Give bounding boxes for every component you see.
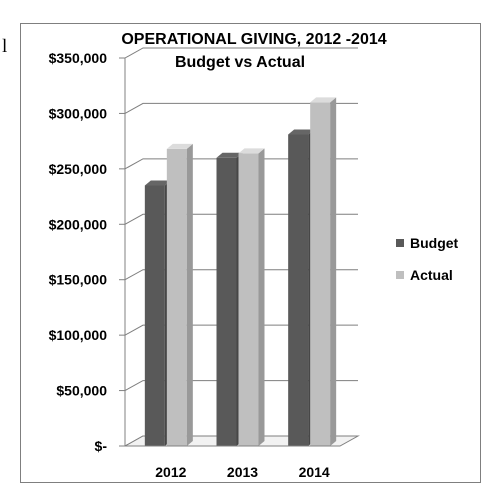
y-tick-label: $350,000 bbox=[49, 50, 108, 66]
x-tick-labels: 2012 2013 2014 bbox=[155, 464, 330, 480]
x-tick-label: 2013 bbox=[227, 464, 258, 480]
gridline bbox=[124, 269, 358, 281]
y-tick-label: $- bbox=[95, 438, 108, 454]
gridline bbox=[124, 102, 358, 114]
legend-label: Budget bbox=[410, 235, 459, 251]
y-tick-label: $150,000 bbox=[49, 272, 108, 288]
gridline bbox=[124, 324, 358, 336]
gridline bbox=[124, 158, 358, 170]
bar-actual-2013 bbox=[238, 148, 265, 446]
chart-title: OPERATIONAL GIVING, 2012 -2014 bbox=[121, 31, 386, 48]
y-tick-label: $200,000 bbox=[49, 216, 108, 232]
bar-actual-2014 bbox=[310, 97, 337, 446]
chart-subtitle: Budget vs Actual bbox=[175, 54, 305, 71]
legend: Budget Actual bbox=[396, 235, 459, 283]
axes bbox=[119, 57, 340, 447]
legend-swatch bbox=[396, 239, 404, 247]
legend-label: Actual bbox=[410, 267, 453, 283]
bars bbox=[144, 97, 337, 446]
y-tick-label: $300,000 bbox=[49, 105, 108, 121]
y-tick-label: $50,000 bbox=[56, 383, 107, 399]
gridline bbox=[124, 47, 358, 59]
x-tick-label: 2012 bbox=[155, 464, 186, 480]
y-tick-label: $100,000 bbox=[49, 327, 108, 343]
cropped-text-fragment: l bbox=[2, 36, 8, 57]
legend-item-actual: Actual bbox=[396, 267, 453, 283]
y-tick-labels: $- $50,000 $100,000 $150,000 $200,000 $250,00… bbox=[49, 50, 108, 454]
legend-swatch bbox=[396, 271, 404, 279]
x-tick-label: 2014 bbox=[299, 464, 330, 480]
bar-actual-2012 bbox=[166, 143, 193, 446]
gridline bbox=[124, 380, 358, 392]
gridline bbox=[124, 213, 358, 225]
y-tick-label: $250,000 bbox=[49, 161, 108, 177]
legend-item-budget: Budget bbox=[396, 235, 459, 251]
